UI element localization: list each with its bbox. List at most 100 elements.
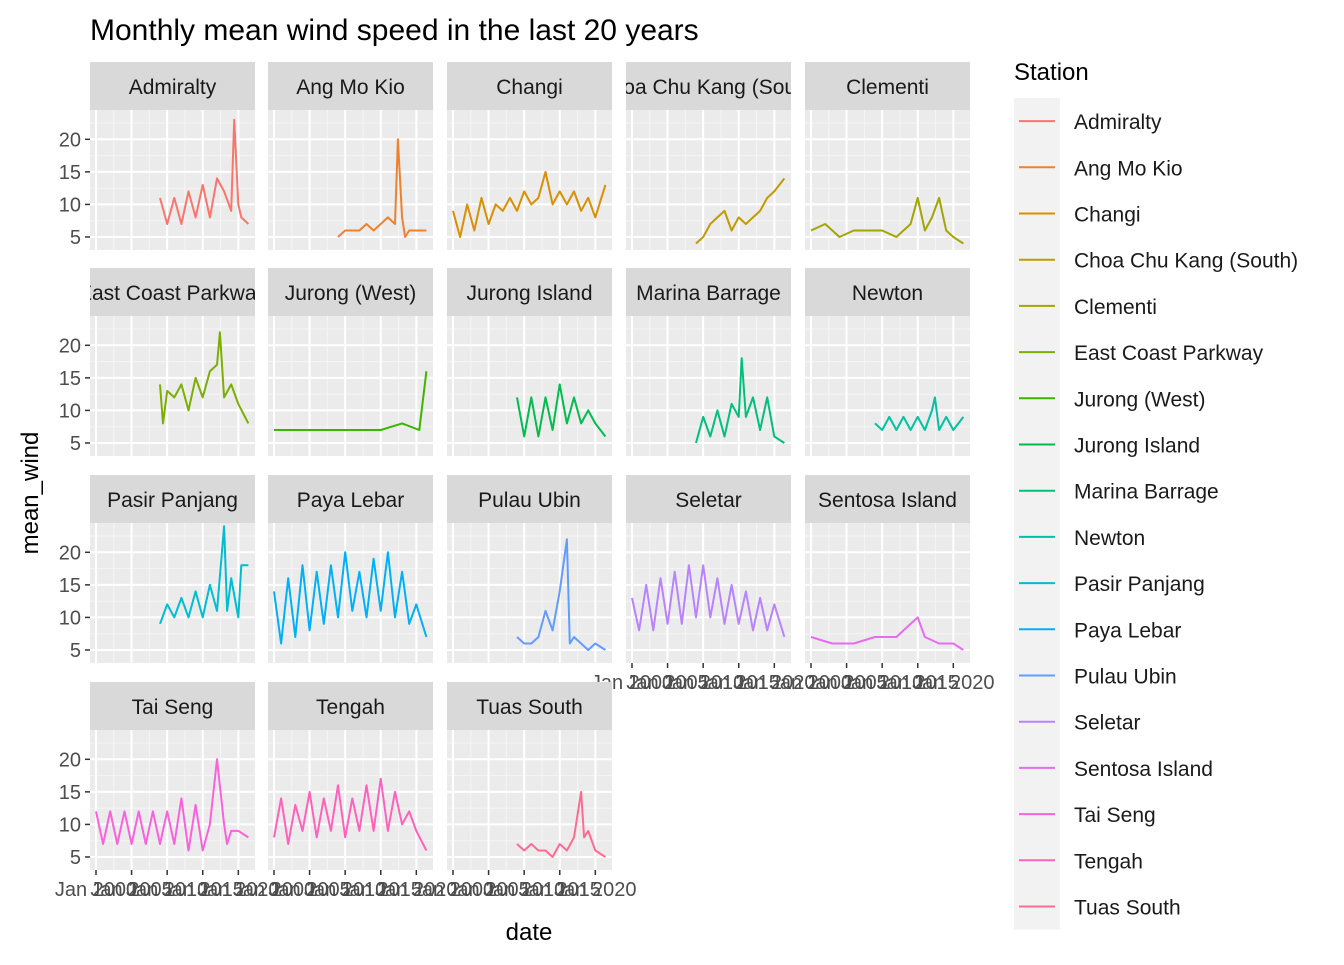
legend-item: East Coast Parkway — [1019, 342, 1264, 365]
facet-panel: East Coast Parkway 5 10 15 20 — [59, 268, 268, 456]
facet-strip — [90, 475, 255, 523]
y-tick-label: 20 — [59, 749, 81, 771]
facet-panel: Marina Barrage — [626, 268, 791, 456]
facet-panel: Jurong (West) — [268, 268, 433, 456]
y-tick-label: 15 — [59, 162, 81, 184]
x-tick-label: Jan 2020 — [554, 879, 636, 901]
series-line — [810, 196, 964, 245]
x-tick-label: Jan 2000 — [55, 879, 137, 901]
y-tick-label: 20 — [59, 335, 81, 357]
y-tick-label: 20 — [59, 129, 81, 151]
x-tick-label: Jan 2015 — [519, 879, 601, 901]
facet-strip-label: Jurong Island — [466, 282, 592, 305]
legend-item: Marina Barrage — [1019, 481, 1219, 504]
legend-item: Tengah — [1019, 850, 1143, 873]
x-tick-label: Jan 2005 — [447, 879, 529, 901]
legend-item: Pulau Ubin — [1019, 666, 1177, 689]
facet-strip-label: Tai Seng — [132, 696, 214, 719]
facet-strip — [90, 62, 255, 110]
facet-panel: Clementi — [805, 62, 970, 250]
y-tick-label: 15 — [59, 782, 81, 804]
series-line — [274, 371, 428, 431]
y-tick-label: 10 — [59, 400, 81, 422]
legend-item: Clementi — [1019, 296, 1157, 319]
panel-background — [447, 523, 612, 663]
facet-strip-label: Changi — [496, 76, 563, 99]
y-tick-label: 5 — [70, 433, 81, 455]
x-tick-label: Jan 2005 — [268, 879, 350, 901]
y-tick-label: 15 — [59, 368, 81, 390]
legend-item: Choa Chu Kang (South) — [1019, 250, 1298, 273]
panel-background — [447, 730, 612, 870]
legend-item: Jurong (West) — [1019, 388, 1206, 411]
legend-item: Admiralty — [1019, 111, 1162, 134]
facet-strip — [447, 475, 612, 523]
series-line — [273, 551, 428, 645]
facet-strip — [447, 62, 612, 110]
legend-label: Changi — [1074, 204, 1141, 227]
x-tick-label: Jan 2020 — [733, 672, 815, 694]
facet-strip-label: Jurong (West) — [285, 282, 417, 305]
series-line — [159, 118, 250, 225]
x-tick-label: Jan 2020 — [912, 672, 994, 694]
facet-panel: Choa Chu Kang (South) — [626, 62, 791, 250]
x-tick-label: Jan 2005 — [805, 672, 887, 694]
y-tick-label: 10 — [59, 814, 81, 836]
x-tick-label: Jan 2020 — [375, 879, 457, 901]
facet-strip — [805, 268, 970, 316]
legend-item: Paya Lebar — [1019, 619, 1181, 642]
legend-label: Jurong (West) — [1074, 388, 1206, 411]
series-line — [159, 525, 249, 625]
legend-item: Changi — [1019, 204, 1141, 227]
facet-strip — [805, 475, 970, 523]
facet-strip — [90, 682, 255, 730]
y-tick-label: 10 — [59, 194, 81, 216]
series-line — [874, 396, 965, 431]
legend-item: Sentosa Island — [1019, 758, 1213, 781]
series-line — [631, 564, 786, 638]
facet-strip-label: Paya Lebar — [297, 489, 404, 512]
series-line — [516, 538, 606, 651]
x-tick-label: Jan 2015 — [698, 672, 780, 694]
y-axis-label: mean_wind — [17, 432, 44, 555]
legend-label: Choa Chu Kang (South) — [1074, 250, 1298, 273]
facet-panel: Ang Mo Kio — [268, 62, 433, 250]
facet-strip — [268, 475, 433, 523]
legend-label: Pasir Panjang — [1074, 573, 1205, 596]
facet-strip — [268, 62, 433, 110]
facet-strip-label: Sentosa Island — [818, 489, 957, 512]
facet-strip-label: Marina Barrage — [636, 282, 781, 305]
panel-background — [90, 730, 255, 870]
panel-background — [90, 523, 255, 663]
facet-strip-label: Pulau Ubin — [478, 489, 581, 512]
facet-strip-label: East Coast Parkway — [78, 282, 268, 305]
facet-strip — [447, 268, 612, 316]
series-line — [337, 138, 427, 238]
x-tick-label: Jan 2005 — [90, 879, 172, 901]
panel-background — [626, 316, 791, 456]
legend-item: Jurong Island — [1019, 435, 1200, 458]
facet-strip-label: Ang Mo Kio — [296, 76, 405, 99]
panel-background — [805, 316, 970, 456]
x-tick-label: Jan 2015 — [162, 879, 244, 901]
x-tick-label: Jan 2000 — [770, 672, 852, 694]
series-line — [810, 616, 964, 651]
legend-label: Tengah — [1074, 850, 1143, 873]
panel-background — [268, 316, 433, 456]
facet-strip-label: Pasir Panjang — [107, 489, 238, 512]
legend-label: Tai Seng — [1074, 804, 1156, 827]
legend-label: Paya Lebar — [1074, 619, 1181, 642]
series-line — [273, 777, 428, 851]
facet-strip-label: Newton — [852, 282, 923, 305]
series-line — [516, 383, 607, 438]
facet-strip — [268, 268, 433, 316]
legend-item: Seletar — [1019, 712, 1141, 735]
panel-background — [90, 110, 255, 250]
facet-strip-label: Seletar — [675, 489, 742, 512]
x-tick-label: Jan 2010 — [662, 672, 744, 694]
x-tick-label: Jan 2000 — [412, 879, 494, 901]
